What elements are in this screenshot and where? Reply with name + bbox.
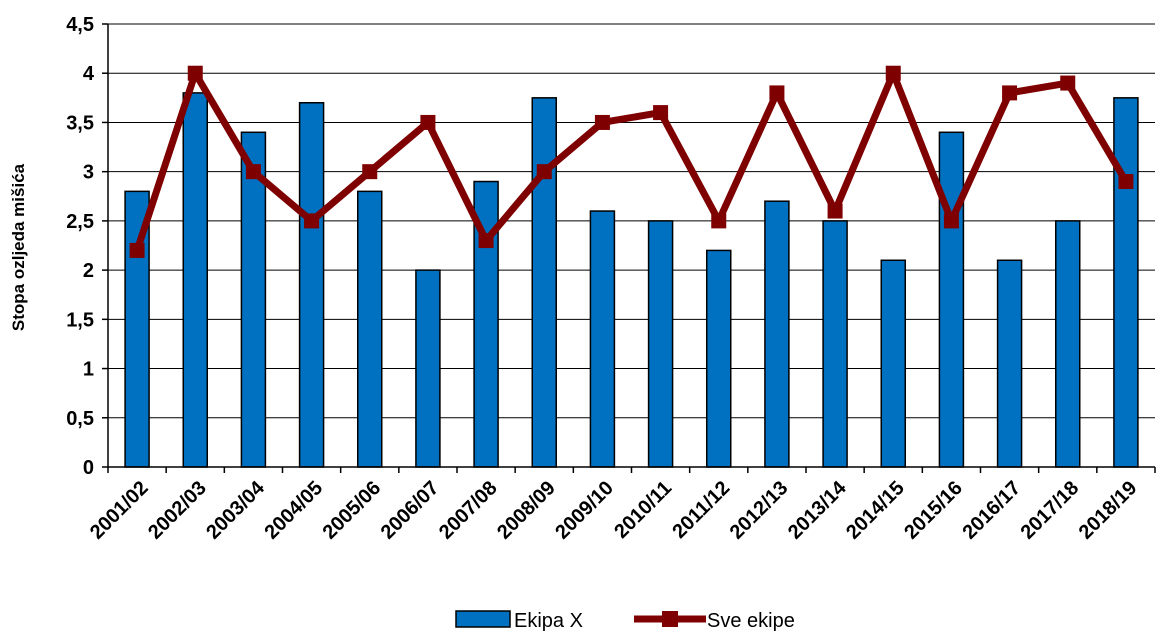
legend-swatch-ekipa-x xyxy=(455,610,511,628)
bar-2009/10 xyxy=(589,210,616,468)
bar-2005/06 xyxy=(357,190,383,468)
bar-2013/14 xyxy=(822,220,848,468)
x-tick-label-2004/05: 2004/05 xyxy=(260,477,327,544)
x-tick-label-2005/06: 2005/06 xyxy=(319,477,386,544)
x-tick-label-2011/12: 2011/12 xyxy=(668,477,734,543)
y-tick-label-5: 2,5 xyxy=(66,211,94,233)
bar-2014/15 xyxy=(880,259,906,468)
point-2017/18 xyxy=(1060,75,1076,91)
point-2016/17 xyxy=(1002,85,1018,101)
bar-2008/09 xyxy=(531,97,557,468)
point-2008/09 xyxy=(536,164,552,180)
bar-2006/07 xyxy=(415,269,441,468)
point-2006/07 xyxy=(420,114,436,130)
point-2009/10 xyxy=(594,114,610,130)
legend-label-ekipa-x: Ekipa X xyxy=(514,610,583,632)
point-2002/03 xyxy=(187,65,203,81)
y-tick-label-4: 2 xyxy=(83,260,94,282)
x-tick-label-2003/04: 2003/04 xyxy=(202,476,269,543)
bar-2001/02 xyxy=(124,190,150,468)
x-tick-label-2007/08: 2007/08 xyxy=(435,477,502,544)
x-tick-label-2010/11: 2010/11 xyxy=(610,477,676,543)
x-tick-label-2017/18: 2017/18 xyxy=(1017,477,1084,544)
legend-marker-sve-ekipe xyxy=(662,611,678,627)
y-tick-label-9: 4,5 xyxy=(66,14,94,36)
x-tick-label-2013/14: 2013/14 xyxy=(784,476,851,543)
x-tick-label-2014/15: 2014/15 xyxy=(842,477,909,544)
legend: Ekipa X Sve ekipe xyxy=(455,610,795,632)
y-tick-label-0: 0 xyxy=(83,457,94,479)
point-2015/16 xyxy=(943,213,959,229)
bar-2016/17 xyxy=(996,259,1023,468)
x-tick-label-2008/09: 2008/09 xyxy=(493,477,560,544)
line-sve-ekipe xyxy=(133,69,1129,252)
x-tick-label-2015/16: 2015/16 xyxy=(900,477,967,544)
point-2005/06 xyxy=(362,164,378,180)
bar-2002/03 xyxy=(182,92,208,468)
legend-label-sve-ekipe: Sve ekipe xyxy=(707,610,795,632)
line-series-sve-ekipe xyxy=(129,65,1134,258)
bar-2018/19 xyxy=(1113,97,1139,468)
x-tick-label-2001/02: 2001/02 xyxy=(86,477,153,544)
x-tick-label-2018/19: 2018/19 xyxy=(1075,477,1142,544)
bar-2017/18 xyxy=(1055,220,1081,468)
bar-series-ekipa-x xyxy=(124,92,1139,468)
x-tick-label-2009/10: 2009/10 xyxy=(551,477,618,544)
x-tick-label-2012/13: 2012/13 xyxy=(726,477,793,544)
axes xyxy=(102,23,1156,473)
bar-2011/12 xyxy=(706,249,732,468)
point-2012/13 xyxy=(769,85,785,101)
point-2007/08 xyxy=(478,233,494,249)
y-tick-label-1: 0,5 xyxy=(66,408,94,430)
bar-2004/05 xyxy=(298,102,325,468)
x-tick-label-2002/03: 2002/03 xyxy=(144,477,211,544)
y-tick-label-6: 3 xyxy=(83,162,94,184)
y-tick-label-8: 4 xyxy=(83,63,95,85)
point-2018/19 xyxy=(1118,174,1134,190)
point-2001/02 xyxy=(129,242,145,258)
y-tick-label-3: 1,5 xyxy=(66,309,94,331)
y-axis-label: Stopa ozljeda mišića xyxy=(9,163,28,331)
bar-2015/16 xyxy=(938,131,965,468)
point-2003/04 xyxy=(245,164,261,180)
y-tick-label-7: 3,5 xyxy=(66,112,94,134)
point-2004/05 xyxy=(304,213,320,229)
x-tick-labels: 2001/022002/032003/042004/052005/062006/… xyxy=(86,476,1142,543)
bar-2012/13 xyxy=(764,200,790,468)
point-2014/15 xyxy=(885,65,901,81)
y-tick-labels: 0 0,5 1 1,5 2 2,5 3 3,5 4 4,5 xyxy=(66,14,95,479)
point-2010/11 xyxy=(653,105,669,121)
y-tick-label-2: 1 xyxy=(83,359,94,381)
point-2013/14 xyxy=(827,203,843,219)
bar-2010/11 xyxy=(647,220,674,468)
x-tick-label-2006/07: 2006/07 xyxy=(377,477,444,544)
x-tick-label-2016/17: 2016/17 xyxy=(958,477,1025,544)
point-2011/12 xyxy=(711,213,727,229)
gridlines xyxy=(108,23,1155,419)
